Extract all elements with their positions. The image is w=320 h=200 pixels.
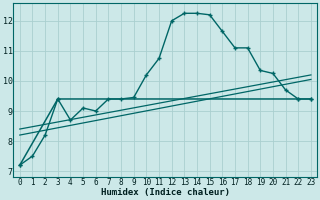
X-axis label: Humidex (Indice chaleur): Humidex (Indice chaleur) <box>101 188 230 197</box>
